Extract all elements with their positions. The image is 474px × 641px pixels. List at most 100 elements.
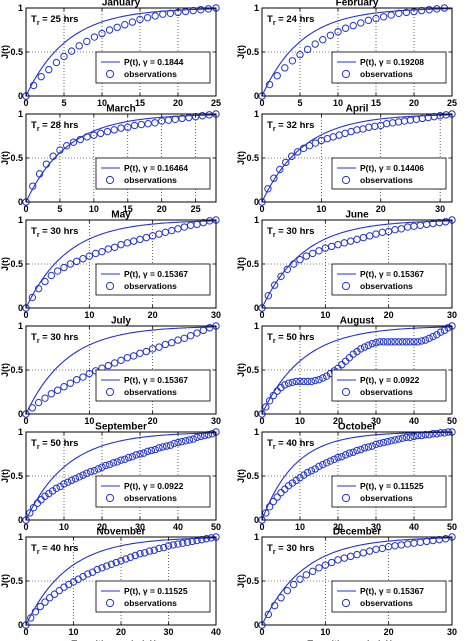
observation-point — [349, 448, 357, 456]
observation-point — [315, 564, 323, 572]
observation-point — [75, 473, 83, 481]
observation-point — [193, 220, 201, 229]
observation-point — [323, 134, 332, 143]
observation-point — [288, 57, 297, 65]
observation-point — [143, 13, 152, 22]
observation-point — [29, 182, 37, 190]
observation-point — [117, 356, 125, 365]
observation-point — [161, 340, 170, 349]
observation-point — [289, 260, 298, 268]
observation-point — [197, 6, 205, 14]
observation-point — [103, 562, 111, 570]
y-axis-label: J(t) — [236, 45, 246, 59]
observation-point — [29, 81, 38, 90]
panel-march: March 0 5 10 15 20 25 0 0.5 1 J(t) Tr = 28 hrs P(t),… — [0, 104, 220, 214]
legend-marker-swatch — [341, 598, 351, 608]
observation-point — [121, 21, 129, 29]
y-axis-label: J(t) — [0, 257, 10, 271]
observation-point — [397, 225, 406, 233]
p-curve — [25, 537, 217, 626]
legend-marker-swatch — [341, 387, 351, 397]
observation-point — [93, 565, 101, 574]
x-tick-label: 25 — [211, 98, 221, 108]
observation-point — [160, 543, 168, 552]
y-tick-label: 0 — [254, 620, 259, 630]
observation-point — [55, 586, 63, 595]
observation-point — [288, 479, 297, 487]
observation-point — [136, 349, 144, 357]
x-tick-label: 0 — [259, 522, 264, 532]
observation-point — [71, 474, 80, 483]
y-tick-label: 0 — [18, 303, 23, 313]
x-tick-label: 0 — [259, 310, 264, 320]
observation-point — [79, 255, 87, 263]
y-tick-label: 1 — [254, 109, 259, 119]
observation-point — [107, 560, 116, 568]
x-tick-label: 20 — [173, 98, 183, 108]
observation-point — [50, 590, 59, 598]
observation-point — [372, 339, 380, 347]
observation-point — [283, 265, 292, 273]
panel-title: February — [336, 0, 379, 9]
observation-point — [338, 361, 346, 369]
observation-point — [311, 40, 319, 48]
observation-point — [397, 541, 406, 549]
observation-point — [360, 444, 369, 452]
observation-point — [287, 152, 296, 160]
panel-august: August 0 10 20 30 40 50 0 0.5 1 J(t) Tr = 50 hrs P(t… — [236, 316, 457, 427]
observation-point — [117, 557, 125, 565]
y-tick-label: 0.5 — [10, 153, 23, 163]
observation-point — [270, 281, 279, 289]
observation-point — [340, 239, 349, 247]
observation-point — [368, 339, 376, 348]
observation-point — [136, 15, 144, 24]
observation-point — [417, 6, 426, 15]
legend-label-model: P(t), γ = 0.11525 — [124, 586, 188, 596]
observation-point — [281, 381, 289, 389]
observation-point — [391, 225, 399, 234]
observation-point — [186, 331, 195, 340]
observation-point — [188, 537, 196, 546]
x-tick-label: 30 — [371, 522, 381, 532]
observation-point — [85, 369, 94, 378]
observation-point — [90, 33, 99, 41]
legend-label-model: P(t), γ = 0.1844 — [124, 57, 184, 67]
observation-point — [403, 540, 412, 548]
observation-point — [63, 141, 71, 150]
observation-point — [180, 334, 189, 343]
legend-label-model: P(t), γ = 0.15367 — [124, 269, 188, 279]
x-tick-label: 0 — [23, 416, 28, 426]
panel-title: June — [345, 210, 369, 221]
observation-point — [132, 451, 140, 459]
observation-point — [307, 467, 316, 475]
observation-point — [110, 359, 119, 367]
p-curve — [25, 326, 217, 415]
observation-point — [387, 437, 395, 445]
observation-point — [94, 465, 102, 473]
observation-point — [372, 230, 380, 238]
observation-point — [41, 492, 49, 500]
observation-point — [117, 124, 125, 132]
y-axis-label: J(t) — [0, 151, 10, 165]
observation-point — [383, 437, 392, 446]
panel-title: July — [111, 316, 131, 327]
observation-point — [264, 291, 273, 300]
observation-point — [357, 445, 365, 454]
legend-label-observations: observations — [124, 281, 177, 291]
observation-point — [284, 481, 293, 490]
observation-point — [167, 339, 176, 347]
x-tick-label: 30 — [447, 310, 457, 320]
x-tick-label: 10 — [68, 627, 78, 637]
observation-point — [72, 375, 81, 384]
observation-point — [204, 430, 213, 439]
x-tick-label: 20 — [333, 416, 343, 426]
observation-point — [121, 455, 129, 463]
legend-box — [95, 580, 211, 613]
legend-label-model: P(t), γ = 0.16464 — [124, 163, 188, 173]
observation-point — [364, 16, 373, 25]
observation-point — [86, 467, 95, 476]
observation-point — [178, 437, 186, 446]
tr-annotation: Tr = 24 hrs — [267, 14, 314, 27]
observation-point — [334, 240, 342, 249]
observation-point — [379, 438, 388, 447]
